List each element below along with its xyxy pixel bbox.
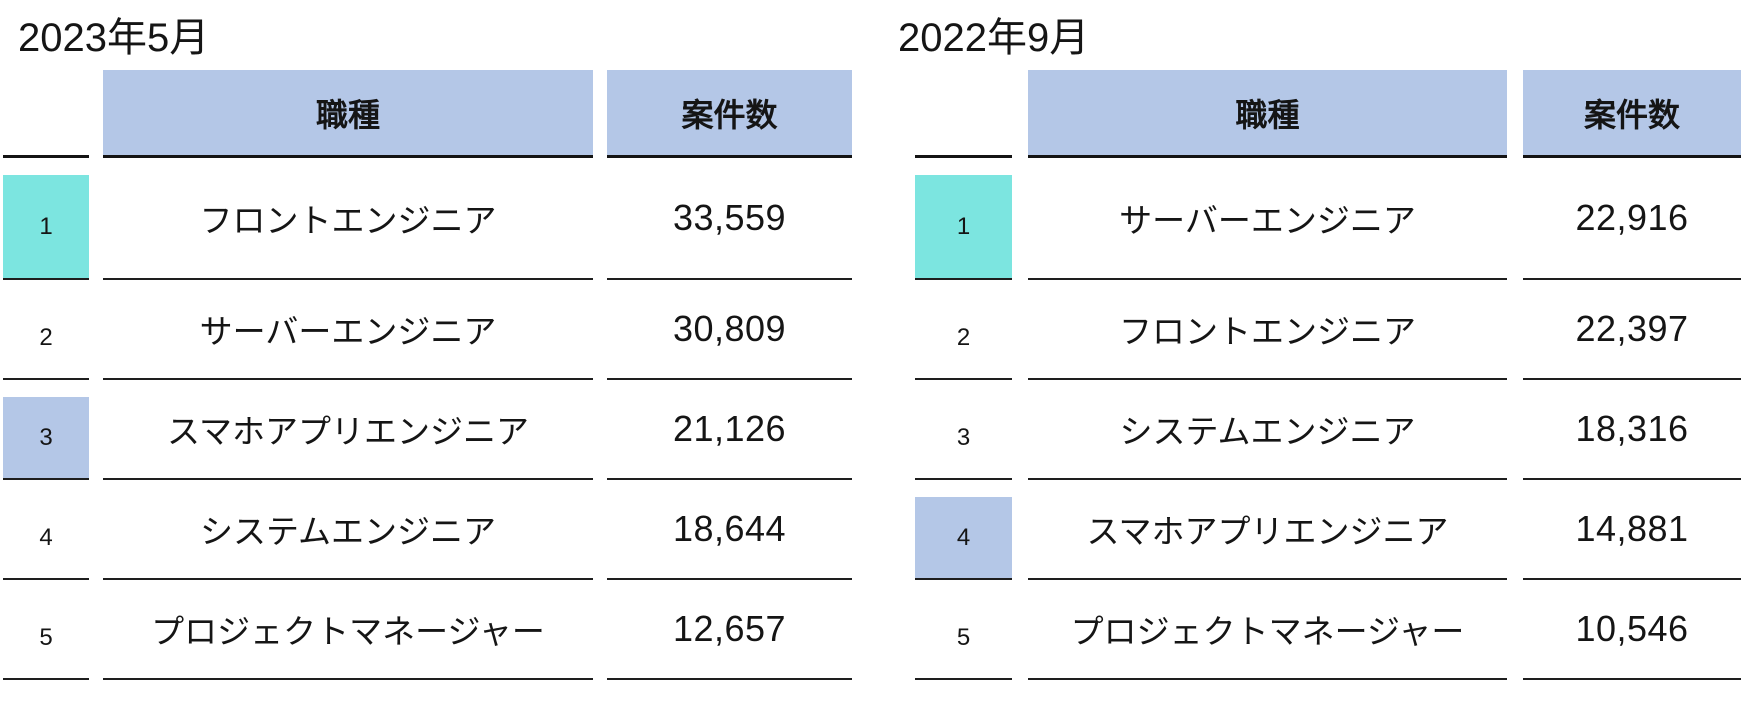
count-cell: 22,397 (1523, 280, 1741, 380)
rank-badge: 5 (39, 623, 53, 651)
job-cell: フロントエンジニア (1028, 280, 1507, 380)
rank-badge: 5 (956, 623, 971, 651)
rank-badge: 1 (915, 175, 1012, 278)
rank-badge: 4 (915, 497, 1012, 578)
rank-badge: 2 (39, 323, 53, 351)
job-cell: プロジェクトマネージャー (1028, 580, 1507, 680)
job-cell: サーバーエンジニア (103, 280, 593, 380)
job-cell: サーバーエンジニア (1028, 158, 1507, 280)
rank-cell: 5 (3, 580, 89, 680)
header-job: 職種 (1028, 70, 1507, 158)
job-cell: システムエンジニア (1028, 380, 1507, 480)
job-cell: スマホアプリエンジニア (1028, 480, 1507, 580)
rank-badge: 3 (956, 423, 971, 451)
header-rank-spacer (3, 70, 89, 158)
count-cell: 18,644 (607, 480, 852, 580)
ranking-table-2022-09: 職種 案件数 1 サーバーエンジニア 22,916 2 フロントエンジニア 22… (915, 70, 1741, 680)
rank-cell: 4 (915, 480, 1012, 580)
count-cell: 14,881 (1523, 480, 1741, 580)
rank-badge: 2 (956, 323, 971, 351)
rank-cell: 2 (915, 280, 1012, 380)
header-count: 案件数 (607, 70, 852, 158)
rank-badge: 1 (3, 175, 89, 278)
rank-cell: 2 (3, 280, 89, 380)
job-cell: プロジェクトマネージャー (103, 580, 593, 680)
rank-badge: 4 (39, 523, 53, 551)
count-cell: 10,546 (1523, 580, 1741, 680)
count-cell: 18,316 (1523, 380, 1741, 480)
rank-badge: 3 (3, 397, 89, 478)
rank-cell: 1 (915, 158, 1012, 280)
rank-cell: 3 (3, 380, 89, 480)
job-cell: システムエンジニア (103, 480, 593, 580)
job-cell: スマホアプリエンジニア (103, 380, 593, 480)
count-cell: 22,916 (1523, 158, 1741, 280)
table-title-left: 2023年5月 (18, 16, 210, 60)
count-cell: 30,809 (607, 280, 852, 380)
job-cell: フロントエンジニア (103, 158, 593, 280)
rank-cell: 4 (3, 480, 89, 580)
header-job: 職種 (103, 70, 593, 158)
rank-cell: 5 (915, 580, 1012, 680)
count-cell: 21,126 (607, 380, 852, 480)
rank-cell: 1 (3, 158, 89, 280)
table-title-right: 2022年9月 (898, 16, 1090, 60)
ranking-table-2023-05: 職種 案件数 1 フロントエンジニア 33,559 2 サーバーエンジニア 30… (3, 70, 852, 680)
header-count: 案件数 (1523, 70, 1741, 158)
header-rank-spacer (915, 70, 1012, 158)
count-cell: 12,657 (607, 580, 852, 680)
count-cell: 33,559 (607, 158, 852, 280)
rank-cell: 3 (915, 380, 1012, 480)
